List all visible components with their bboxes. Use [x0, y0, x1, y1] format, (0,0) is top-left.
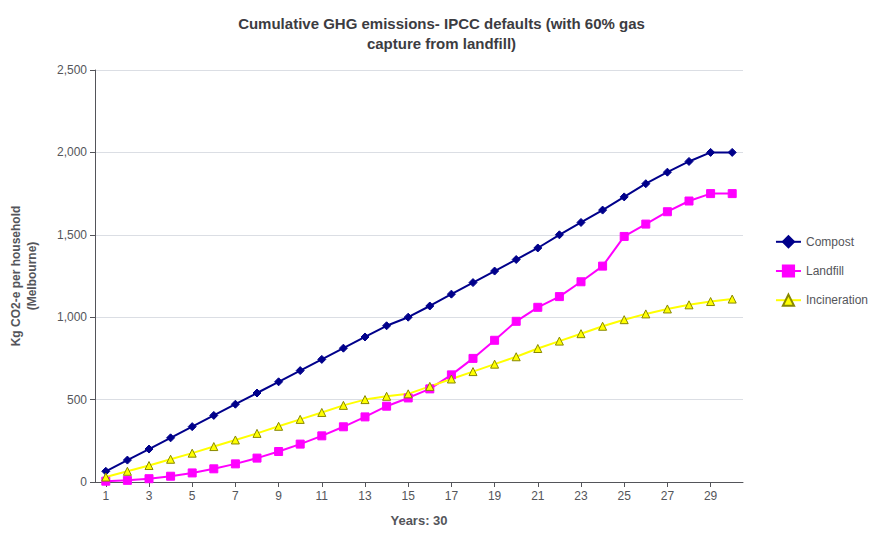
svg-text:9: 9	[275, 489, 282, 503]
svg-text:Landfill: Landfill	[806, 264, 844, 278]
svg-text:11: 11	[316, 489, 329, 503]
svg-text:17: 17	[445, 489, 459, 503]
svg-text:15: 15	[402, 489, 416, 503]
svg-text:Compost: Compost	[806, 235, 855, 249]
svg-text:27: 27	[661, 489, 675, 503]
svg-text:2,000: 2,000	[57, 145, 87, 159]
svg-text:1,000: 1,000	[57, 310, 87, 324]
svg-text:0: 0	[80, 475, 87, 489]
svg-text:(Melbourne): (Melbourne)	[25, 242, 39, 311]
svg-text:7: 7	[232, 489, 239, 503]
svg-text:5: 5	[189, 489, 196, 503]
svg-text:capture from landfill): capture from landfill)	[367, 35, 516, 52]
svg-text:29: 29	[704, 489, 718, 503]
svg-text:23: 23	[574, 489, 588, 503]
svg-text:25: 25	[618, 489, 632, 503]
svg-text:Kg CO2-e per household: Kg CO2-e per household	[9, 206, 23, 347]
svg-text:1,500: 1,500	[57, 228, 87, 242]
svg-text:500: 500	[67, 393, 87, 407]
svg-text:2,500: 2,500	[57, 63, 87, 77]
svg-text:21: 21	[531, 489, 545, 503]
svg-text:3: 3	[146, 489, 153, 503]
svg-text:Years: 30: Years: 30	[390, 513, 447, 528]
svg-text:13: 13	[358, 489, 372, 503]
svg-text:19: 19	[488, 489, 502, 503]
svg-text:Incineration: Incineration	[806, 293, 868, 307]
svg-text:Cumulative GHG emissions- IPCC: Cumulative GHG emissions- IPCC defaults …	[238, 15, 645, 32]
svg-text:1: 1	[102, 489, 109, 503]
